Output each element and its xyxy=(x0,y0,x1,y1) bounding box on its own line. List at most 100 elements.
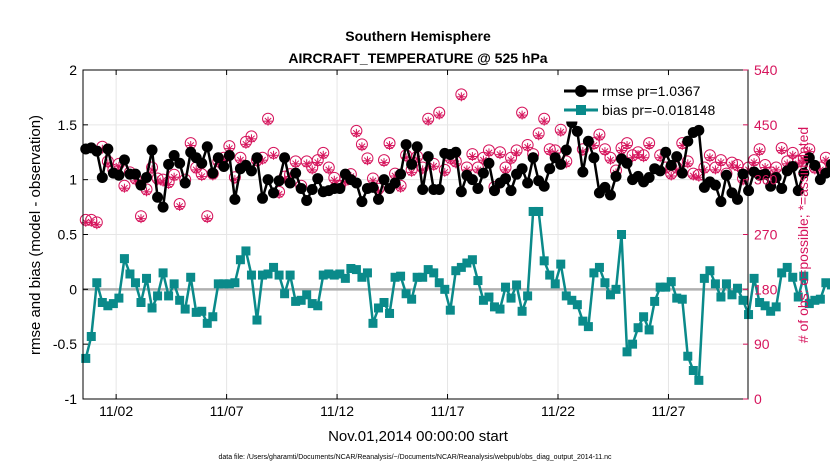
star-stroke xyxy=(330,176,338,184)
chart-subtitle: AIRCRAFT_TEMPERATURE @ 525 hPa xyxy=(288,50,547,66)
bias-point xyxy=(766,306,776,316)
bias-point xyxy=(556,259,566,269)
bias-point xyxy=(269,262,279,272)
bias-point xyxy=(224,279,234,289)
assimilated-obs-point xyxy=(313,158,323,168)
star-stroke xyxy=(159,178,167,186)
bias-point xyxy=(644,325,654,335)
rmse-point xyxy=(500,173,512,185)
bias-point xyxy=(351,265,361,275)
bias-point xyxy=(379,297,389,307)
star-stroke xyxy=(292,160,300,168)
star-stroke xyxy=(518,111,526,119)
rmse-point xyxy=(720,169,732,181)
assimilated-obs-point xyxy=(644,141,654,151)
star-stroke xyxy=(640,154,648,162)
star-stroke xyxy=(502,166,510,174)
rmse-point xyxy=(709,179,721,191)
x-tick-label: 11/22 xyxy=(541,403,575,419)
rmse-point xyxy=(91,145,103,157)
bias-point xyxy=(572,300,582,310)
bias-point xyxy=(296,295,306,305)
bias-point xyxy=(114,293,124,303)
rmse-point xyxy=(367,181,379,193)
assimilated-obs-point xyxy=(142,187,152,197)
rmse-point xyxy=(223,150,235,162)
star-stroke xyxy=(363,157,371,165)
bias-point xyxy=(390,272,400,282)
rmse-point xyxy=(135,179,147,191)
rmse-point xyxy=(715,196,727,208)
rmse-point xyxy=(643,171,655,183)
bias-point xyxy=(826,280,830,290)
star-stroke xyxy=(319,151,327,159)
left-y-tick-label: 1 xyxy=(69,172,77,188)
rmse-point xyxy=(671,151,683,163)
left-y-tick-label: 0.5 xyxy=(58,227,78,243)
right-y-tick-label: 450 xyxy=(754,117,778,133)
assimilated-obs-point xyxy=(600,147,610,157)
star-stroke xyxy=(706,154,714,162)
right-y-tick-label: 270 xyxy=(754,227,778,243)
star-stroke xyxy=(557,128,565,136)
star-stroke xyxy=(789,151,797,159)
bias-point xyxy=(302,290,312,300)
star-stroke xyxy=(750,159,758,167)
bias-point xyxy=(727,290,737,300)
bias-point xyxy=(175,295,185,305)
rmse-point xyxy=(422,151,434,163)
rmse-point xyxy=(787,161,799,173)
rmse-point xyxy=(356,196,368,208)
bias-point xyxy=(804,299,814,309)
rmse-point xyxy=(334,182,346,194)
rmse-point xyxy=(820,167,830,179)
star-stroke xyxy=(242,140,250,148)
star-stroke xyxy=(822,156,830,164)
x-tick-label: 11/02 xyxy=(99,403,133,419)
star-stroke xyxy=(308,166,316,174)
rmse-point xyxy=(488,185,500,197)
assimilated-obs-point xyxy=(755,147,765,157)
bias-point xyxy=(368,318,378,328)
bias-point xyxy=(561,291,571,301)
rmse-point xyxy=(505,185,517,197)
rmse-point xyxy=(174,157,186,169)
assimilated-obs-point xyxy=(169,172,179,182)
bias-point xyxy=(108,299,118,309)
rmse-point xyxy=(257,192,269,204)
x-axis: 11/02 11/07 11/12 11/17 11/22 11/27 xyxy=(99,70,686,419)
rmse-point xyxy=(765,180,777,192)
bias-point xyxy=(186,272,196,282)
bias-point xyxy=(285,270,295,280)
bias-point xyxy=(517,306,527,316)
bias-point xyxy=(407,294,417,304)
rmse-point xyxy=(96,171,108,183)
rmse-point xyxy=(129,168,141,180)
star-stroke xyxy=(303,160,311,168)
bias-point xyxy=(721,279,731,289)
bias-point xyxy=(208,312,218,322)
star-stroke xyxy=(170,173,178,181)
bias-point xyxy=(197,306,207,316)
assimilated-obs-point xyxy=(534,131,544,141)
assimilated-obs-point xyxy=(777,145,787,155)
assimilated-obs-point xyxy=(423,116,433,126)
obs-count-series xyxy=(79,88,830,230)
bias-point xyxy=(617,230,627,239)
assimilated-obs-point xyxy=(539,116,549,126)
rmse-point xyxy=(759,168,771,180)
bias-point xyxy=(738,295,748,305)
bias-point xyxy=(158,268,168,278)
star-stroke xyxy=(468,153,476,161)
bias-point xyxy=(799,271,809,281)
rmse-point xyxy=(737,168,749,180)
assimilated-obs-point xyxy=(191,165,201,175)
bias-point xyxy=(451,266,461,276)
rmse-point xyxy=(538,180,550,192)
bias-point xyxy=(213,279,223,289)
rmse-point xyxy=(163,158,175,170)
bias-point xyxy=(92,278,102,288)
star-stroke xyxy=(634,151,642,159)
rmse-point xyxy=(312,173,324,185)
star-stroke xyxy=(143,188,151,196)
